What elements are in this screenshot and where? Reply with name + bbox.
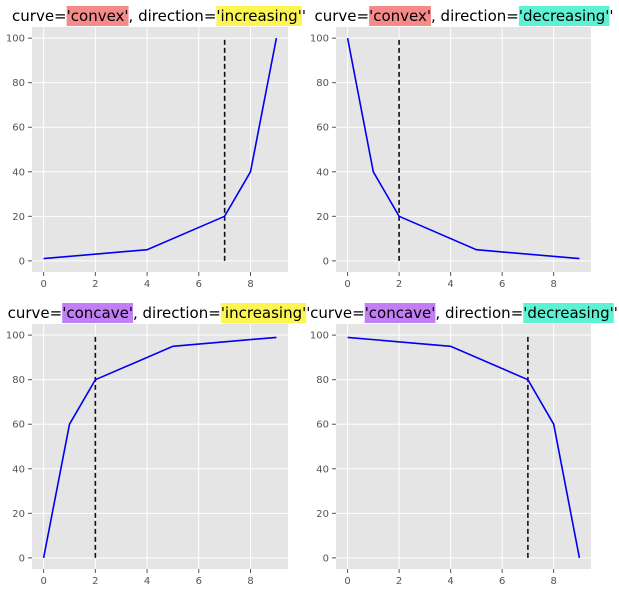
series-line bbox=[347, 336, 581, 559]
y-tick-label: 60 bbox=[12, 123, 25, 134]
y-tick-label: 40 bbox=[316, 167, 329, 178]
x-tick-label: 8 bbox=[550, 279, 556, 290]
x-tick-label: 6 bbox=[196, 576, 202, 587]
x-tick-label: 2 bbox=[92, 576, 98, 587]
title-text: ' bbox=[302, 7, 306, 25]
y-tick-label: 0 bbox=[323, 553, 329, 564]
x-tick-label: 4 bbox=[447, 279, 453, 290]
title-text: , direction= bbox=[133, 304, 221, 322]
plot-background bbox=[32, 324, 288, 569]
y-tick-label: 100 bbox=[6, 331, 25, 342]
title-highlight-box bbox=[369, 6, 432, 26]
series-line bbox=[346, 37, 580, 260]
x-tick-label: 0 bbox=[40, 576, 46, 587]
y-tick-label: 40 bbox=[12, 464, 25, 475]
x-tick-label: 4 bbox=[447, 576, 453, 587]
y-tick-label: 100 bbox=[6, 34, 25, 45]
x-tick-label: 6 bbox=[499, 576, 505, 587]
y-tick-label: 40 bbox=[316, 464, 329, 475]
title-text: , direction= bbox=[431, 7, 519, 25]
y-tick-label: 80 bbox=[316, 78, 329, 89]
title-text: ' bbox=[306, 304, 310, 322]
y-tick-label: 80 bbox=[12, 78, 25, 89]
plot-background bbox=[32, 27, 288, 272]
y-tick-label: 40 bbox=[12, 167, 25, 178]
series-line bbox=[42, 336, 277, 559]
title-text: curve= bbox=[310, 304, 365, 322]
chart-title: curve='concave', direction='decreasing'' bbox=[310, 304, 618, 322]
title-highlight-box bbox=[220, 303, 307, 323]
plot-background bbox=[336, 324, 591, 569]
title-highlight-box bbox=[523, 303, 614, 323]
x-tick-label: 0 bbox=[40, 279, 46, 290]
title-highlight-text: 'decreasing' bbox=[519, 7, 610, 25]
title-text: curve= bbox=[12, 7, 67, 25]
title-text: curve= bbox=[8, 304, 63, 322]
title-text: ' bbox=[609, 7, 613, 25]
y-tick-label: 0 bbox=[19, 256, 25, 267]
x-tick-label: 4 bbox=[144, 279, 150, 290]
y-tick-label: 0 bbox=[323, 256, 329, 267]
title-highlight-box bbox=[364, 303, 436, 323]
y-tick-label: 20 bbox=[12, 509, 25, 520]
title-text: , direction= bbox=[129, 7, 217, 25]
title-highlight-text: 'concave' bbox=[365, 304, 436, 322]
chart-title: curve='concave', direction='increasing'' bbox=[8, 304, 311, 322]
y-tick-label: 20 bbox=[316, 212, 329, 223]
title-text: curve= bbox=[315, 7, 370, 25]
title-highlight-box bbox=[518, 6, 610, 26]
y-tick-label: 0 bbox=[19, 553, 25, 564]
x-tick-label: 6 bbox=[196, 279, 202, 290]
x-tick-label: 2 bbox=[92, 279, 98, 290]
plot-background bbox=[336, 27, 591, 272]
title-highlight-box bbox=[216, 6, 302, 26]
x-tick-label: 2 bbox=[396, 279, 402, 290]
y-tick-label: 60 bbox=[12, 420, 25, 431]
y-tick-label: 60 bbox=[316, 123, 329, 134]
title-text: ' bbox=[614, 304, 618, 322]
y-tick-label: 100 bbox=[310, 331, 329, 342]
title-highlight-text: 'decreasing' bbox=[523, 304, 614, 322]
title-highlight-box bbox=[62, 303, 133, 323]
series-line bbox=[43, 37, 278, 260]
y-tick-label: 80 bbox=[316, 375, 329, 386]
x-tick-label: 8 bbox=[247, 279, 253, 290]
title-text: , direction= bbox=[435, 304, 523, 322]
x-tick-label: 8 bbox=[247, 576, 253, 587]
x-tick-label: 0 bbox=[344, 279, 350, 290]
title-highlight-text: 'increasing' bbox=[216, 7, 301, 25]
y-tick-label: 100 bbox=[310, 34, 329, 45]
x-tick-label: 6 bbox=[499, 279, 505, 290]
title-highlight-box bbox=[66, 6, 129, 26]
y-tick-label: 20 bbox=[316, 509, 329, 520]
x-tick-label: 4 bbox=[144, 576, 150, 587]
title-highlight-text: 'convex' bbox=[369, 7, 431, 25]
y-tick-label: 20 bbox=[12, 212, 25, 223]
title-highlight-text: 'increasing' bbox=[221, 304, 306, 322]
chart-title: curve='convex', direction='increasing'' bbox=[12, 7, 306, 25]
x-tick-label: 2 bbox=[396, 576, 402, 587]
y-tick-label: 60 bbox=[316, 420, 329, 431]
x-tick-label: 0 bbox=[344, 576, 350, 587]
chart-title: curve='convex', direction='decreasing'' bbox=[315, 7, 614, 25]
y-tick-label: 80 bbox=[12, 375, 25, 386]
title-highlight-text: 'convex' bbox=[67, 7, 129, 25]
title-highlight-text: 'concave' bbox=[62, 304, 133, 322]
x-tick-label: 8 bbox=[550, 576, 556, 587]
